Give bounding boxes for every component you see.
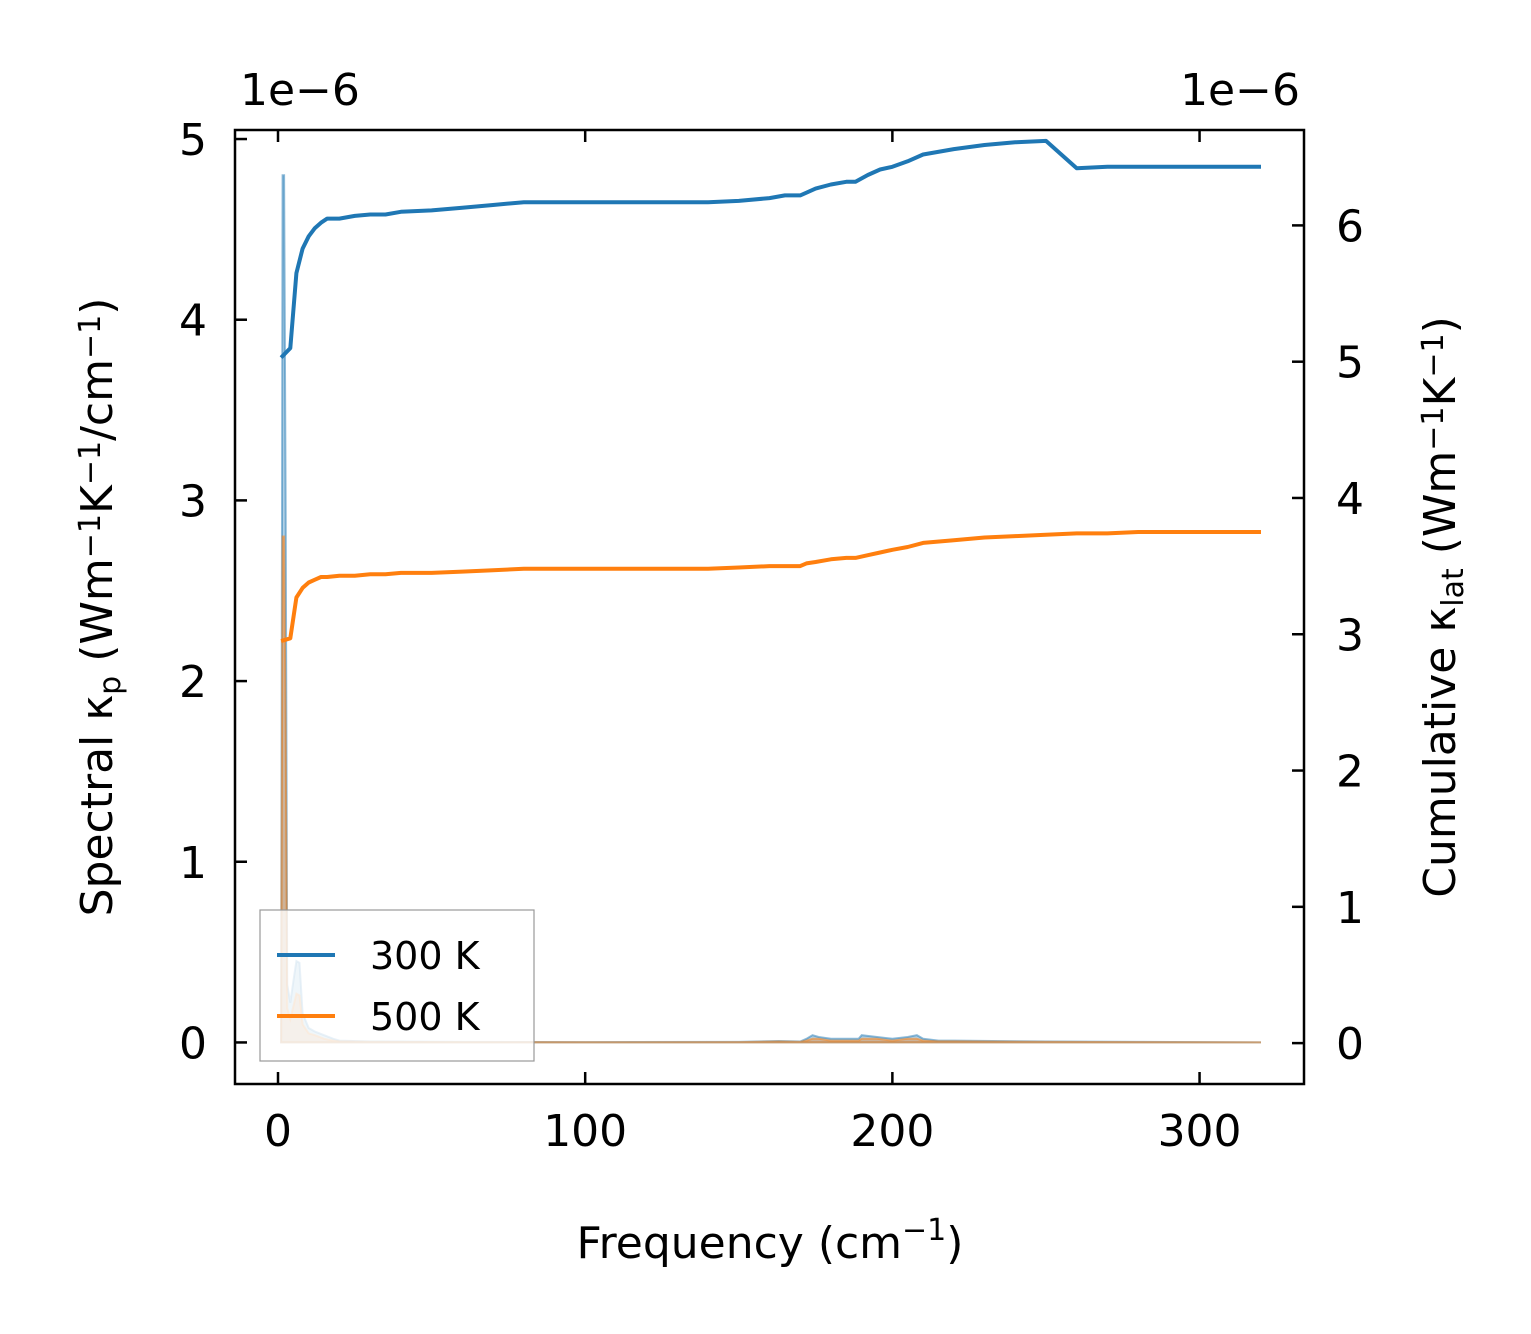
left-y-tick-label: 3	[179, 476, 207, 527]
cumulative-line-500k	[280, 530, 1261, 644]
axis-label-part: /cm	[72, 359, 123, 441]
x-tick-label: 0	[264, 1106, 292, 1157]
x-tick-label: 300	[1158, 1106, 1242, 1157]
axis-label-part: Cumulative κ	[1415, 607, 1466, 898]
axis-label-part: K	[72, 484, 123, 514]
axis-label-part: (Wm	[1415, 451, 1466, 569]
left-offset-text: 1e−6	[240, 65, 360, 116]
left-y-tick-label: 0	[179, 1018, 207, 1069]
axis-label-part: lat	[1436, 568, 1471, 607]
x-tick-label: 200	[850, 1106, 934, 1157]
legend-label-300k: 300 K	[370, 934, 481, 978]
legend: 300 K 500 K	[259, 909, 535, 1062]
axis-label-part: −1	[1416, 333, 1451, 377]
axis-label-part: (Wm	[72, 558, 123, 676]
axis-label-part: −1	[73, 441, 108, 485]
x-axis-label-text: Frequency (cm	[577, 1218, 903, 1269]
axis-label-part: −1	[73, 514, 108, 558]
legend-box	[259, 909, 535, 1062]
left-y-tick-label: 2	[179, 657, 207, 708]
right-y-tick-label: 5	[1336, 338, 1364, 389]
axis-label-part: −1	[1416, 406, 1451, 450]
right-offset-text: 1e−6	[1180, 65, 1300, 116]
right-y-tick-label: 0	[1336, 1019, 1364, 1070]
right-y-axis-label: Cumulative κlat (Wm−1K−1)	[1415, 316, 1471, 898]
right-y-tick-label: 6	[1336, 201, 1364, 252]
axis-ticks: 0 100 200 300 0 1 2 3 4 5 0 1 2 3 4 5 6	[179, 115, 1364, 1157]
right-y-tick-label: 4	[1336, 474, 1364, 525]
plot-frame	[233, 128, 1306, 1086]
cumulative-lines	[279, 138, 1261, 644]
x-axis-label-sup: −1	[902, 1213, 946, 1248]
legend-label-500k: 500 K	[370, 995, 481, 1039]
x-tick-label: 100	[543, 1106, 627, 1157]
right-y-tick-label: 3	[1336, 610, 1364, 661]
left-y-axis-label: Spectral κp (Wm−1K−1/cm−1)	[72, 298, 128, 917]
axis-label-part: )	[72, 298, 123, 315]
axis-label-part: Spectral κ	[72, 695, 123, 917]
left-y-tick-label: 4	[179, 296, 207, 347]
axis-label-part: −1	[73, 315, 108, 359]
right-y-tick-label: 1	[1336, 883, 1364, 934]
axis-label-part: p	[93, 676, 128, 695]
left-y-tick-label: 1	[179, 838, 207, 889]
left-y-tick-label: 5	[179, 115, 207, 166]
x-axis-label-tail: )	[946, 1218, 963, 1269]
right-y-tick-label: 2	[1336, 747, 1364, 798]
axis-label-part: )	[1415, 316, 1466, 333]
x-axis-label: Frequency (cm−1)	[577, 1213, 964, 1269]
axis-label-part: K	[1415, 376, 1466, 406]
cumulative-line-300k	[279, 138, 1261, 359]
